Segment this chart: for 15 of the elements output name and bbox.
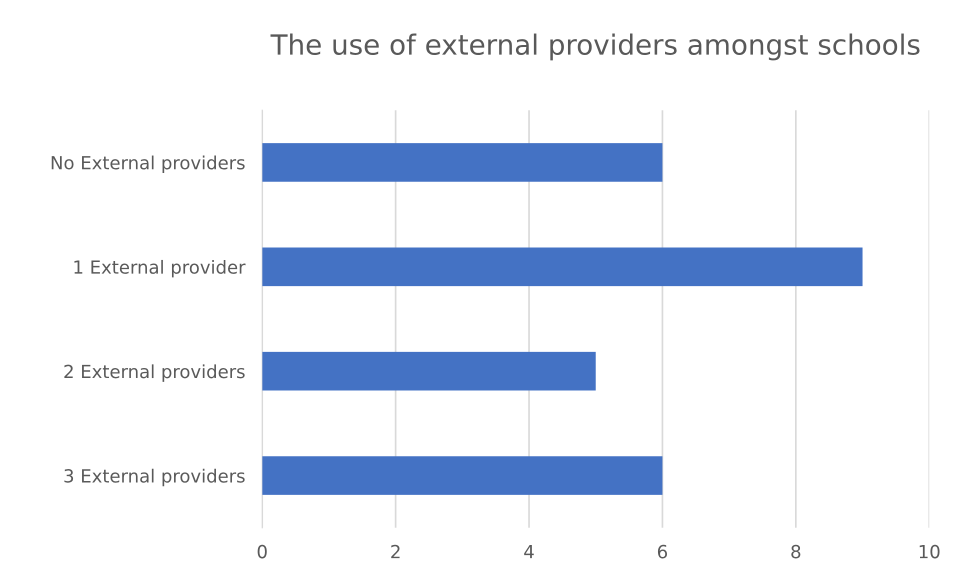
y-tick-label: 3 External providers <box>64 468 245 486</box>
bar <box>262 247 863 286</box>
x-tick-label: 6 <box>658 544 668 558</box>
x-tick-label: 8 <box>791 544 800 558</box>
bar <box>262 352 596 391</box>
y-tick-label: No External providers <box>52 156 245 174</box>
y-tick-label: 2 External providers <box>64 364 245 382</box>
x-tick-label: 2 <box>391 544 400 558</box>
bar <box>262 143 662 182</box>
y-tick-label: 1 External provider <box>74 260 246 278</box>
x-tick-label: 10 <box>920 544 940 558</box>
x-tick-label: 0 <box>258 544 267 558</box>
bar <box>262 456 662 495</box>
chart-title: The use of external providers amongst schools <box>270 34 920 60</box>
x-tick-label: 4 <box>524 545 534 558</box>
